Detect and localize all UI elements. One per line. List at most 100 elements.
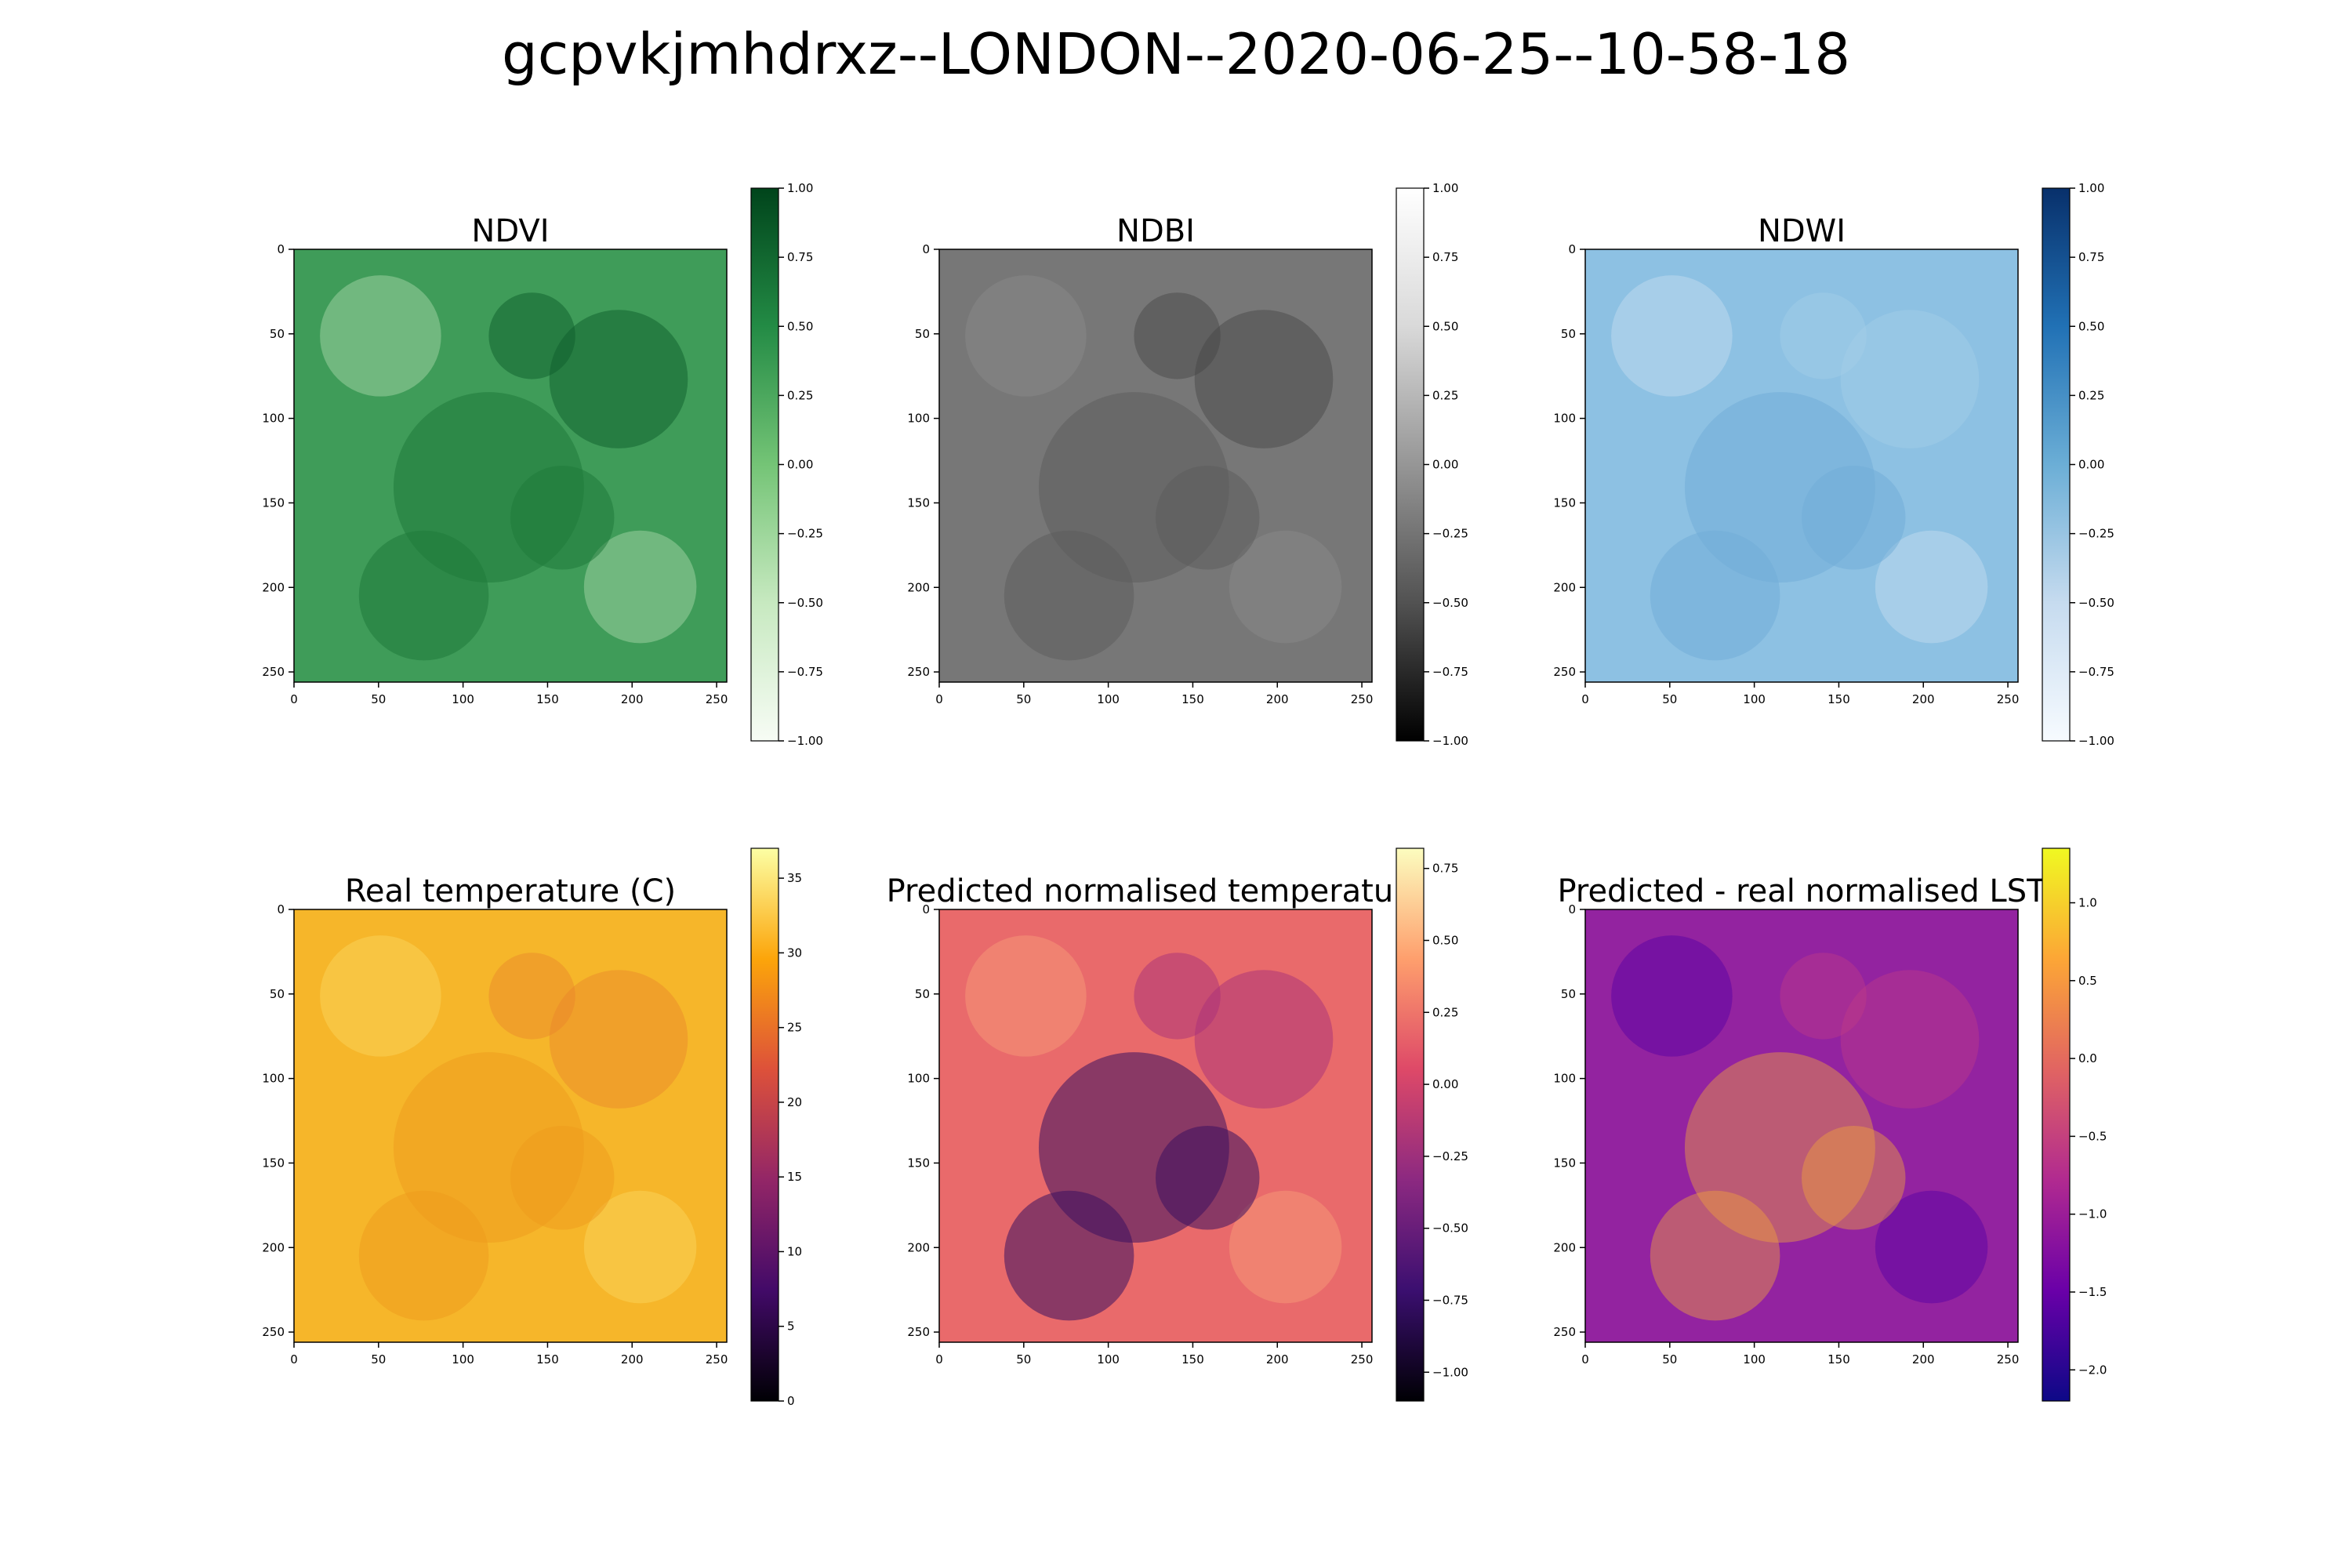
y-tick-label: 0 <box>1568 902 1576 916</box>
colorbar-tick-label: −0.75 <box>787 665 823 679</box>
image-region <box>1840 970 1980 1109</box>
colorbar-fill <box>1396 848 1425 1402</box>
x-tick-label: 250 <box>1997 692 2020 706</box>
colorbar-tick-label: 0.50 <box>2078 319 2104 333</box>
colorbar-fill <box>2042 187 2071 742</box>
y-tick-label: 250 <box>907 1325 930 1339</box>
x-tick-label: 0 <box>935 692 943 706</box>
subplot-title: NDWI <box>1758 213 1846 249</box>
y-tick-label: 0 <box>1568 242 1576 256</box>
colorbar-tick-label: 20 <box>787 1095 802 1109</box>
x-tick-label: 50 <box>1016 1352 1031 1367</box>
y-tick-label: 250 <box>262 665 285 679</box>
image-region <box>1194 970 1334 1109</box>
y-tick-label: 250 <box>262 1325 285 1339</box>
y-tick-label: 0 <box>922 902 930 916</box>
x-tick-label: 200 <box>1266 692 1289 706</box>
colorbar-tick-label: 0.00 <box>1432 458 1458 472</box>
colorbar-tick-label: −1.00 <box>1432 734 1468 748</box>
image-region <box>965 275 1087 397</box>
subplot-title: NDBI <box>1116 213 1195 249</box>
colorbar-tick-label: −0.25 <box>2078 527 2114 541</box>
image-region <box>1004 1190 1134 1321</box>
y-tick-label: 50 <box>270 987 285 1001</box>
image-region <box>1875 530 1988 644</box>
colorbar-tick-label: 0.75 <box>787 250 813 264</box>
colorbar-tick-label: −1.00 <box>787 734 823 748</box>
x-tick-label: 200 <box>621 692 644 706</box>
x-tick-label: 200 <box>1266 1352 1289 1367</box>
colorbar-tick-label: −0.25 <box>1432 527 1468 541</box>
colorbar-tick-label: −0.50 <box>1432 596 1468 610</box>
y-tick-label: 200 <box>1553 1240 1576 1254</box>
subplot-title: Predicted - real normalised LST <box>1557 873 2046 909</box>
x-tick-label: 150 <box>1181 692 1204 706</box>
x-tick-label: 100 <box>1097 692 1120 706</box>
image-region <box>549 970 688 1109</box>
y-tick-label: 100 <box>907 1072 930 1086</box>
image-region <box>583 530 697 644</box>
x-tick-label: 250 <box>706 1352 728 1367</box>
colorbar-tick-label: −0.50 <box>1432 1221 1468 1236</box>
subplot-2: NDBI 0 50 100 150 200 250 0 50 100 150 200 250 1.00 0.… <box>907 181 1468 748</box>
image-region <box>1611 935 1733 1057</box>
image-region <box>1611 275 1733 397</box>
colorbar-tick-label: 15 <box>787 1170 802 1184</box>
y-tick-label: 50 <box>915 327 930 341</box>
colorbar-tick-label: 10 <box>787 1244 802 1258</box>
colorbar-tick-label: 0.75 <box>1432 862 1458 876</box>
x-tick-label: 250 <box>1997 1352 2020 1367</box>
colorbar-tick-label: −1.00 <box>2078 734 2114 748</box>
colorbar-tick-label: −0.75 <box>1432 1293 1468 1307</box>
colorbar-tick-label: −1.5 <box>2078 1285 2107 1299</box>
colorbar-tick-label: −0.75 <box>2078 665 2114 679</box>
image-region <box>1802 466 1906 570</box>
colorbar-tick-label: −1.0 <box>2078 1207 2107 1221</box>
image-region <box>1229 530 1342 644</box>
colorbar-tick-label: 0.50 <box>787 319 813 333</box>
subplot-title: Real temperature (C) <box>345 873 676 909</box>
y-tick-label: 200 <box>907 1240 930 1254</box>
heatmap-image <box>939 249 1372 682</box>
image-region <box>1780 953 1867 1040</box>
y-tick-label: 150 <box>1553 495 1576 510</box>
x-tick-label: 100 <box>1097 1352 1120 1367</box>
y-tick-label: 150 <box>262 495 285 510</box>
y-tick-label: 200 <box>262 1240 285 1254</box>
y-tick-label: 150 <box>907 495 930 510</box>
colorbar-tick-label: 0.5 <box>2078 974 2097 988</box>
image-region <box>1650 530 1780 661</box>
colorbar: 1.00 0.75 0.50 0.25 0.00 −0.25 −0.50 −0.75 −1.00 <box>750 181 823 748</box>
axes-frame <box>293 909 728 1343</box>
y-tick-label: 0 <box>922 242 930 256</box>
image-region <box>549 310 688 448</box>
x-tick-label: 0 <box>290 1352 298 1367</box>
y-tick-label: 200 <box>907 580 930 594</box>
y-tick-label: 150 <box>1553 1156 1576 1170</box>
y-tick-label: 250 <box>907 665 930 679</box>
image-region <box>1134 292 1221 379</box>
colorbar: 1.00 0.75 0.50 0.25 0.00 −0.25 −0.50 −0.75 −1.00 <box>1396 181 1468 748</box>
colorbar: 1.0 0.5 0.0 −0.5 −1.0 −1.5 −2.0 <box>2042 848 2107 1402</box>
colorbar-tick-label: −2.0 <box>2078 1363 2107 1377</box>
subplot-4: Real temperature (C)0 50 100 150 200 25005010… <box>262 848 802 1408</box>
subplot-3: NDWI 0 50 100 150 200 250 0 50 100 150 200 250 1.00 0.… <box>1553 181 2114 748</box>
colorbar-tick-label: 0.0 <box>2078 1051 2097 1065</box>
colorbar-fill <box>1396 187 1425 742</box>
heatmap-image <box>294 909 727 1342</box>
y-tick-label: 50 <box>1561 327 1576 341</box>
axes-frame <box>1584 909 2019 1343</box>
y-tick-label: 0 <box>277 902 285 916</box>
image-region <box>320 935 441 1057</box>
subplot-1: NDVI 0 50 100 150 200 250 0 50 100 150 200 250 1.00 0.… <box>262 181 823 748</box>
image-region <box>1156 1126 1260 1230</box>
x-tick-label: 150 <box>1828 692 1850 706</box>
colorbar-tick-label: 1.00 <box>787 181 813 195</box>
x-tick-label: 50 <box>1016 692 1031 706</box>
colorbar: 1.00 0.75 0.50 0.25 0.00 −0.25 −0.50 −0.75 −1.00 <box>2042 181 2114 748</box>
y-tick-label: 100 <box>1553 1072 1576 1086</box>
y-tick-label: 100 <box>262 1072 285 1086</box>
axes-frame <box>938 249 1373 683</box>
y-tick-label: 0 <box>277 242 285 256</box>
